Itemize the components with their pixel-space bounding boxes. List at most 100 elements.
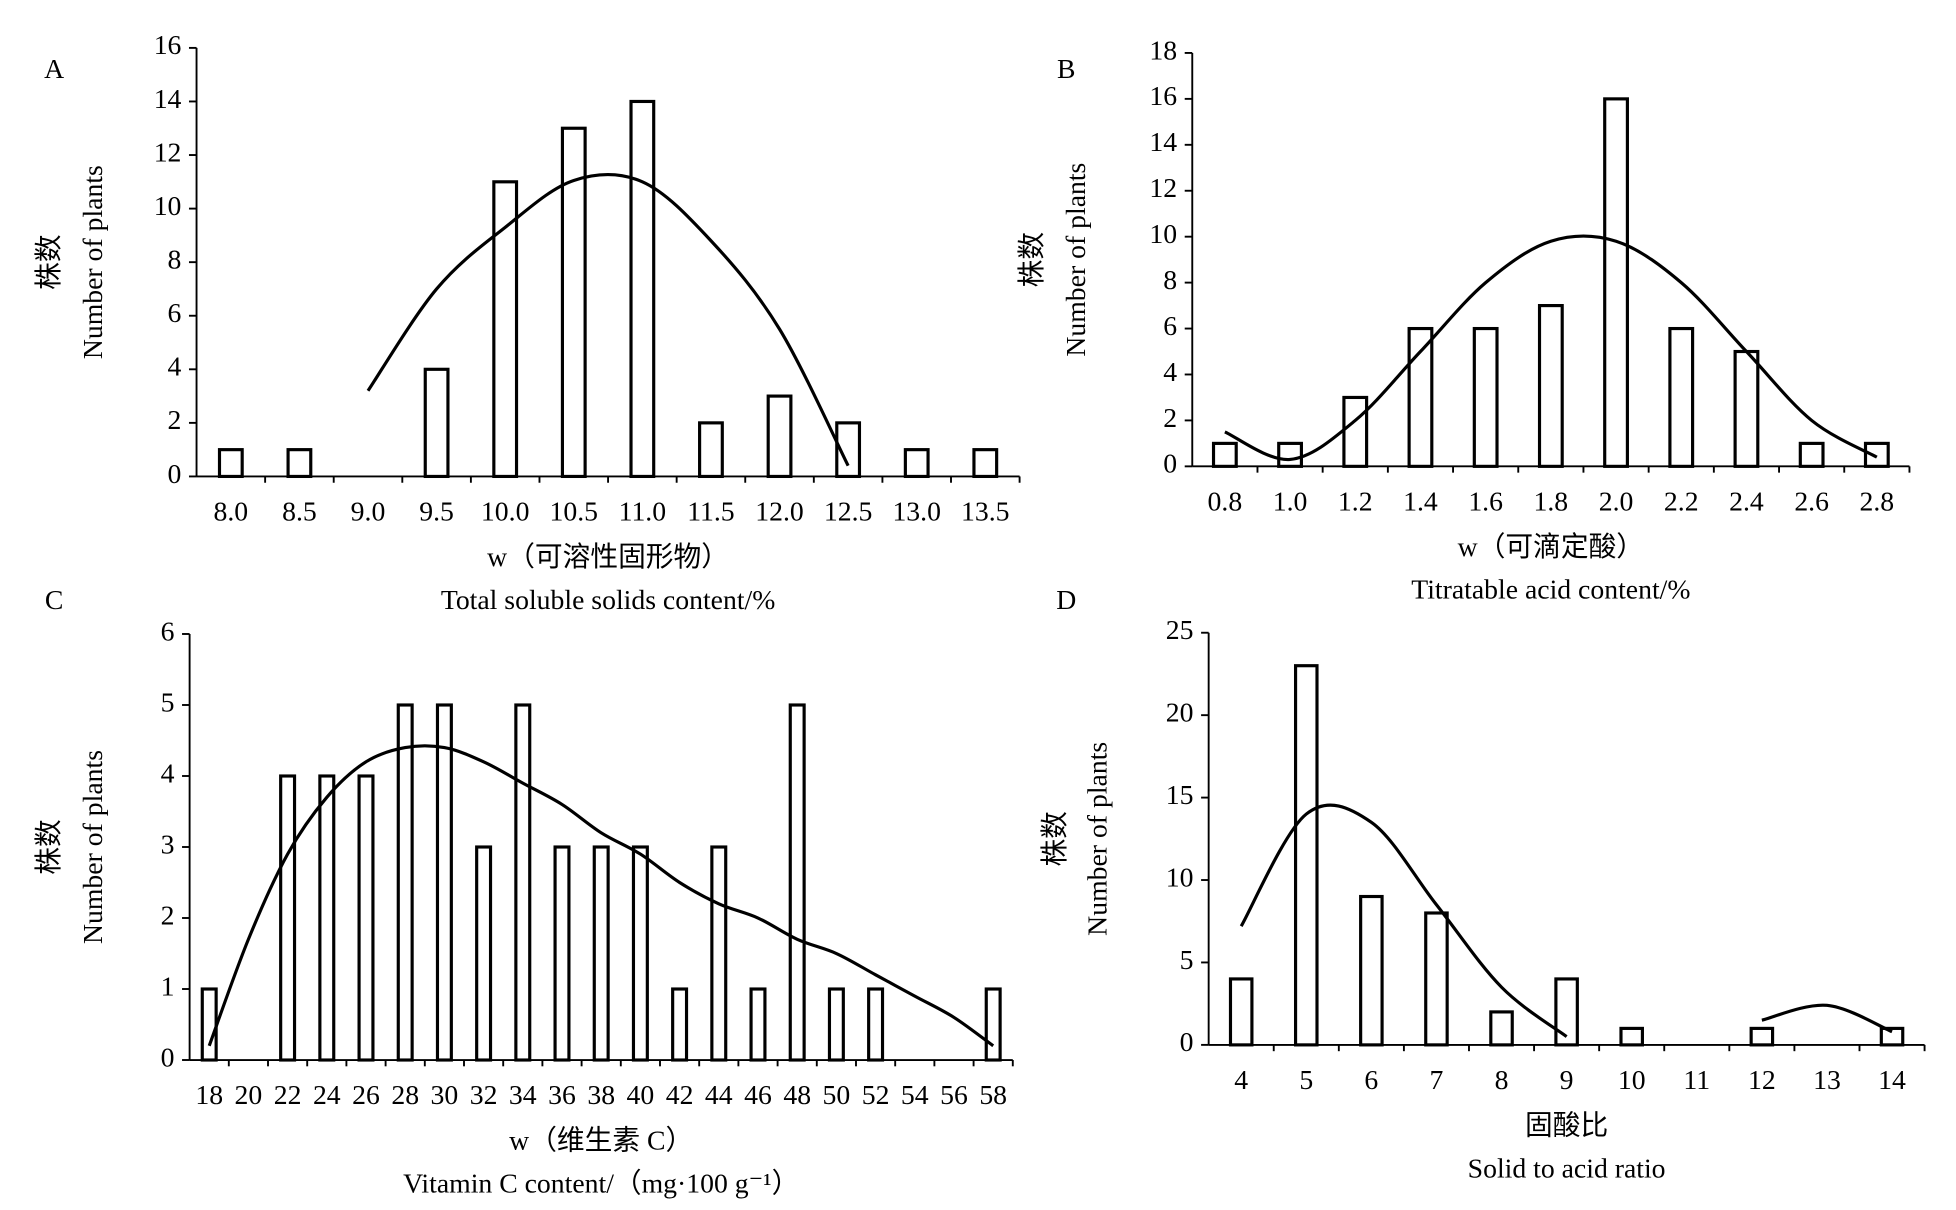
bar — [560, 126, 587, 479]
y-tick-label: 8 — [1163, 264, 1177, 295]
y-tick-label: 5 — [161, 686, 175, 717]
x-tick-label: 2.0 — [1599, 486, 1634, 517]
x-tick-label: 4 — [1234, 1064, 1248, 1095]
y-tick-label: 15 — [1166, 779, 1194, 810]
x-tick-label: 11.0 — [619, 496, 666, 527]
bar — [217, 448, 244, 479]
x-tick-label: 10 — [1618, 1064, 1646, 1095]
x-tick-label: 2.6 — [1794, 486, 1829, 517]
x-tick-label: 26 — [352, 1079, 380, 1110]
y-tick-label: 16 — [1149, 80, 1177, 111]
x-tick-label: 12.0 — [755, 496, 804, 527]
bar — [1733, 349, 1760, 468]
x-tick-label: 22 — [274, 1079, 302, 1110]
y-tick-label: 14 — [1149, 126, 1177, 157]
bar — [1277, 441, 1303, 468]
x-label-cn: w（可滴定酸） — [1458, 531, 1644, 562]
x-tick-label: 38 — [587, 1079, 615, 1110]
bar — [553, 845, 571, 1062]
x-label-cn: w（可溶性固形物） — [487, 541, 729, 572]
fit-curve — [1224, 234, 1878, 462]
bar — [671, 987, 689, 1062]
fit-curve — [368, 175, 985, 466]
x-tick-label: 10.0 — [481, 496, 530, 527]
y-tick-label: 8 — [168, 244, 182, 275]
y-label-cn: 株数 — [33, 234, 64, 289]
y-tick-label: 5 — [1180, 944, 1194, 975]
x-tick-label: 13.0 — [892, 496, 941, 527]
bar — [827, 987, 845, 1062]
y-tick-label: 10 — [1166, 861, 1194, 892]
x-tick-label: 13 — [1813, 1064, 1841, 1095]
bar — [357, 774, 375, 1062]
bar — [698, 421, 724, 479]
x-tick-label: 30 — [431, 1079, 459, 1110]
y-tick-label: 10 — [154, 190, 182, 221]
x-label: Total soluble solids content/% — [441, 584, 775, 615]
bar — [1619, 1026, 1644, 1047]
y-tick-label: 2 — [1163, 402, 1177, 433]
y-tick-label: 0 — [161, 1041, 175, 1072]
bar — [1863, 441, 1890, 468]
x-tick-label: 12 — [1748, 1064, 1776, 1095]
x-tick-label: 2.2 — [1664, 486, 1699, 517]
y-label-cn: 株数 — [1039, 811, 1070, 866]
x-tick-label: 32 — [470, 1079, 498, 1110]
y-tick-label: 0 — [1180, 1026, 1194, 1057]
bar — [710, 845, 728, 1062]
y-tick-label: 25 — [1166, 614, 1194, 645]
bar — [1554, 977, 1579, 1047]
x-tick-label: 50 — [823, 1079, 851, 1110]
x-tick-label: 11 — [1683, 1064, 1710, 1095]
panel-label: B — [1057, 53, 1076, 84]
y-tick-label: 2 — [168, 404, 182, 435]
y-tick-label: 4 — [1163, 356, 1177, 387]
x-tick-label: 1.2 — [1338, 486, 1373, 517]
bar — [749, 987, 767, 1062]
y-tick-label: 2 — [161, 899, 175, 930]
bar — [318, 774, 336, 1062]
y-tick-label: 20 — [1166, 697, 1194, 728]
x-tick-label: 28 — [391, 1079, 419, 1110]
bar — [766, 394, 793, 479]
x-tick-label: 36 — [548, 1079, 576, 1110]
x-tick-label: 46 — [744, 1079, 772, 1110]
x-tick-label: 40 — [627, 1079, 655, 1110]
bar — [514, 703, 532, 1062]
bar — [1489, 1010, 1514, 1047]
x-tick-label: 54 — [901, 1079, 929, 1110]
y-label: Number of plants — [1082, 742, 1113, 936]
x-tick-label: 34 — [509, 1079, 537, 1110]
x-tick-label: 48 — [783, 1079, 811, 1110]
x-tick-label: 18 — [195, 1079, 223, 1110]
bar — [788, 703, 806, 1062]
x-tick-label: 0.8 — [1208, 486, 1243, 517]
x-tick-label: 58 — [979, 1079, 1007, 1110]
x-tick-label: 52 — [862, 1079, 890, 1110]
y-tick-label: 10 — [1149, 218, 1177, 249]
bar — [1603, 97, 1629, 468]
x-tick-label: 20 — [235, 1079, 263, 1110]
bar — [492, 180, 519, 479]
bar — [396, 703, 414, 1062]
bar — [475, 845, 493, 1062]
bar — [286, 448, 313, 479]
panel-label: D — [1056, 584, 1076, 615]
x-tick-label: 14 — [1878, 1064, 1906, 1095]
x-label-cn: 固酸比 — [1525, 1109, 1608, 1140]
x-tick-label: 9 — [1560, 1064, 1574, 1095]
x-tick-label: 8 — [1495, 1064, 1509, 1095]
y-label-cn: 株数 — [33, 819, 64, 874]
y-tick-label: 18 — [1149, 34, 1177, 65]
bar — [1228, 977, 1254, 1047]
y-tick-label: 16 — [154, 29, 182, 60]
x-tick-label: 1.8 — [1534, 486, 1569, 517]
bar — [200, 987, 218, 1062]
x-tick-label: 11.5 — [687, 496, 734, 527]
y-tick-label: 6 — [1163, 310, 1177, 341]
y-tick-label: 6 — [168, 297, 182, 328]
bar — [1537, 304, 1564, 468]
x-tick-label: 56 — [940, 1079, 968, 1110]
y-tick-label: 4 — [168, 351, 182, 382]
bar — [631, 845, 649, 1062]
